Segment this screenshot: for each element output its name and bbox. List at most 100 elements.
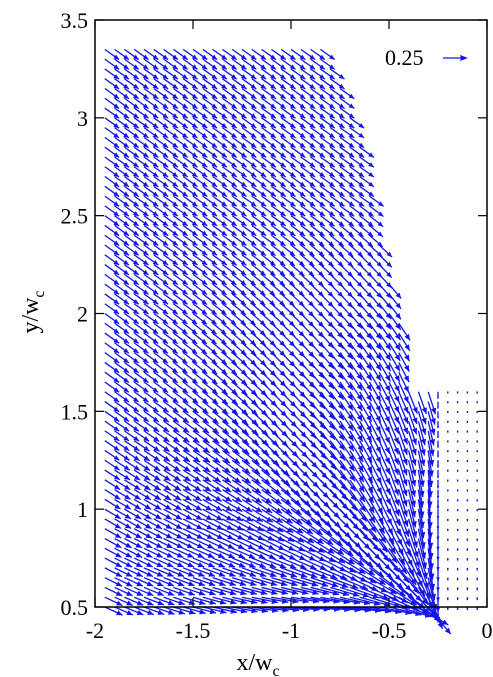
- vector-arrowhead: [259, 349, 266, 356]
- vector-arrowhead: [191, 220, 198, 226]
- vector-arrowhead: [393, 458, 399, 465]
- vector-arrowhead: [216, 524, 224, 530]
- vector-arrowhead: [420, 438, 427, 446]
- vector-arrowhead: [411, 448, 417, 456]
- vector-arrowhead: [259, 290, 266, 296]
- vector-arrowhead: [329, 74, 335, 80]
- vector-arrowhead: [133, 348, 139, 354]
- vector-arrowhead: [133, 436, 140, 442]
- vector-arrowhead: [162, 74, 169, 80]
- vector-arrowhead: [280, 220, 286, 226]
- vector-arrowhead: [402, 427, 408, 435]
- y-axis-ticks: 0.5 1 1.5 2 2.5 3 3.5: [61, 8, 487, 620]
- vector-arrowhead: [307, 537, 314, 543]
- vector-arrowhead: [366, 374, 372, 381]
- vector-arrowhead: [237, 543, 245, 549]
- vector-arrowhead: [240, 299, 246, 306]
- vector-arrowhead: [299, 240, 305, 246]
- vector-arrowhead: [404, 540, 411, 547]
- vector-arrowhead: [250, 171, 257, 177]
- vector-arrowhead: [337, 332, 344, 339]
- vector-arrowhead: [152, 289, 159, 295]
- vector-arrowhead: [231, 103, 237, 109]
- vector-arrowhead: [152, 299, 159, 305]
- vector-arrowhead: [123, 191, 129, 197]
- vector-arrowhead: [318, 261, 324, 267]
- vector-arrowhead: [201, 152, 208, 158]
- vector-arrowhead: [156, 552, 163, 558]
- vector-arrowhead: [289, 64, 296, 70]
- vector-arrowhead: [152, 269, 159, 275]
- vector-arrowhead: [114, 474, 120, 480]
- vector-arrowhead: [211, 201, 218, 207]
- vector-arrowhead: [133, 211, 139, 217]
- vector-arrowhead: [162, 201, 169, 207]
- vector-arrowhead: [338, 123, 345, 129]
- vector-arrowhead: [402, 458, 408, 466]
- vector-arrowhead: [240, 260, 247, 266]
- vector-arrowhead: [319, 162, 325, 168]
- vector-arrowhead: [446, 558, 449, 561]
- vector-arrowhead: [345, 540, 352, 547]
- vector-arrowhead: [174, 475, 181, 481]
- vector-arrowhead: [211, 64, 218, 70]
- vector-arrowhead: [375, 374, 382, 381]
- vector-arrowhead: [394, 395, 400, 403]
- vector-arrowhead: [327, 548, 335, 554]
- vector-arrowhead: [164, 504, 172, 510]
- vector-arrowhead: [113, 152, 120, 158]
- vector-arrowhead: [201, 171, 208, 177]
- vector-arrowhead: [476, 529, 479, 532]
- vector-arrowhead: [268, 553, 276, 559]
- vector-arrowhead: [260, 54, 267, 60]
- vector-arrowhead: [250, 83, 257, 89]
- vector-arrowhead: [337, 261, 344, 267]
- vector-arrowhead: [260, 191, 267, 197]
- vector-arrowhead: [240, 123, 247, 129]
- vector-arrowhead: [375, 562, 383, 569]
- vector-arrowhead: [147, 609, 154, 615]
- vector-arrowhead: [280, 152, 286, 158]
- vector-arrowhead: [172, 240, 178, 246]
- vector-arrowhead: [211, 132, 218, 138]
- vector-arrowhead: [358, 162, 365, 168]
- vector-arrowhead: [427, 542, 434, 549]
- vector-arrowhead: [446, 479, 449, 482]
- vector-arrowhead: [198, 571, 205, 577]
- vector-arrowhead: [348, 454, 355, 462]
- vector-arrowhead: [357, 424, 363, 432]
- vector-arrowhead: [133, 123, 139, 129]
- vector-arrowhead: [476, 519, 479, 522]
- vector-arrowhead: [362, 534, 369, 541]
- vector-arrowhead: [172, 328, 178, 334]
- vector-arrowhead: [143, 426, 149, 432]
- vector-arrowhead: [230, 608, 237, 614]
- vector-arrowhead: [231, 54, 237, 60]
- vector-arrowhead: [394, 375, 400, 382]
- vector-arrowhead: [420, 542, 426, 549]
- vector-arrowhead: [142, 64, 149, 70]
- vector-arrowhead: [155, 513, 162, 520]
- vector-arrowhead: [250, 211, 257, 217]
- vector-arrowhead: [402, 479, 408, 486]
- vector-arrowhead: [428, 470, 434, 477]
- vector-arrowhead: [113, 230, 120, 236]
- vector-arrowhead: [289, 123, 296, 129]
- vector-arrowhead: [331, 582, 339, 588]
- vector-arrowhead: [211, 162, 218, 168]
- vector-arrowhead: [182, 103, 188, 109]
- vector-arrowhead: [201, 211, 208, 217]
- vector-arrowhead: [239, 580, 247, 586]
- vector-arrowhead: [456, 548, 459, 551]
- vector-arrowhead: [260, 181, 267, 187]
- vector-arrowhead: [309, 402, 316, 409]
- vector-arrowhead: [327, 341, 334, 349]
- vector-arrowhead: [201, 132, 208, 138]
- vector-arrowhead: [173, 465, 181, 472]
- vector-arrowhead: [260, 389, 267, 396]
- vector-arrowhead: [230, 369, 237, 375]
- vector-arrowhead: [410, 510, 417, 518]
- vector-arrowhead: [221, 260, 227, 266]
- vector-arrowhead: [203, 466, 211, 473]
- vector-arrowhead: [205, 505, 213, 511]
